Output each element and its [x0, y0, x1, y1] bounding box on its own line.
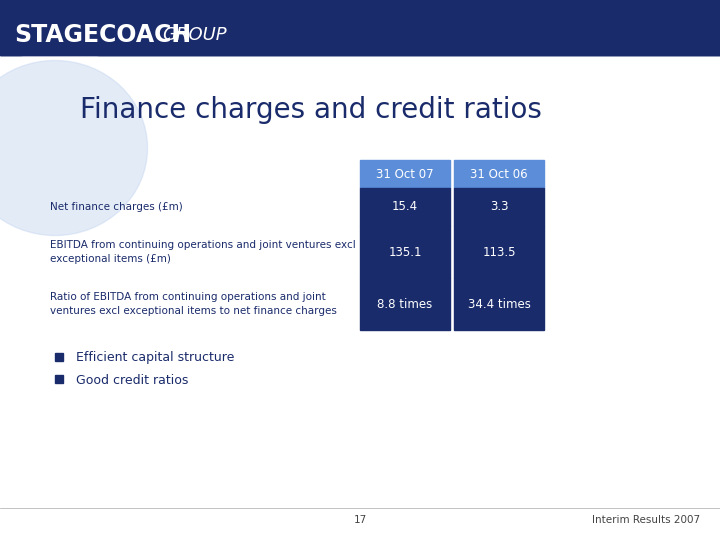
Text: Good credit ratios: Good credit ratios: [76, 374, 189, 387]
Bar: [454, 160, 544, 188]
Bar: [360, 226, 450, 278]
Text: Ratio of EBITDA from continuing operations and joint
ventures excl exceptional i: Ratio of EBITDA from continuing operatio…: [50, 292, 337, 316]
Ellipse shape: [0, 60, 148, 235]
Bar: [0, 0, 720, 55]
Text: 31 Oct 07: 31 Oct 07: [376, 167, 434, 180]
Text: 3.3: 3.3: [490, 200, 508, 213]
Bar: [360, 160, 450, 188]
Bar: [0, 0, 720, 55]
Text: 15.4: 15.4: [392, 200, 418, 213]
Text: 113.5: 113.5: [482, 246, 516, 259]
Text: 8.8 times: 8.8 times: [377, 298, 433, 310]
Ellipse shape: [0, 50, 160, 240]
Text: 135.1: 135.1: [388, 246, 422, 259]
Text: Efficient capital structure: Efficient capital structure: [76, 352, 235, 365]
Bar: [454, 188, 544, 226]
Text: EBITDA from continuing operations and joint ventures excl
exceptional items (£m): EBITDA from continuing operations and jo…: [50, 240, 356, 264]
Text: 31 Oct 06: 31 Oct 06: [470, 167, 528, 180]
Bar: [360, 188, 450, 226]
Bar: [360, 278, 450, 330]
Bar: [0, 0, 720, 55]
Text: 17: 17: [354, 515, 366, 525]
Text: STAGECOACH: STAGECOACH: [14, 23, 191, 47]
Text: Finance charges and credit ratios: Finance charges and credit ratios: [80, 96, 542, 124]
Bar: [55, 353, 63, 361]
Bar: [454, 226, 544, 278]
Bar: [454, 278, 544, 330]
Text: Interim Results 2007: Interim Results 2007: [592, 515, 700, 525]
Text: 34.4 times: 34.4 times: [467, 298, 531, 310]
Text: Net finance charges (£m): Net finance charges (£m): [50, 202, 183, 212]
Bar: [55, 375, 63, 383]
Text: GROUP: GROUP: [162, 26, 227, 44]
